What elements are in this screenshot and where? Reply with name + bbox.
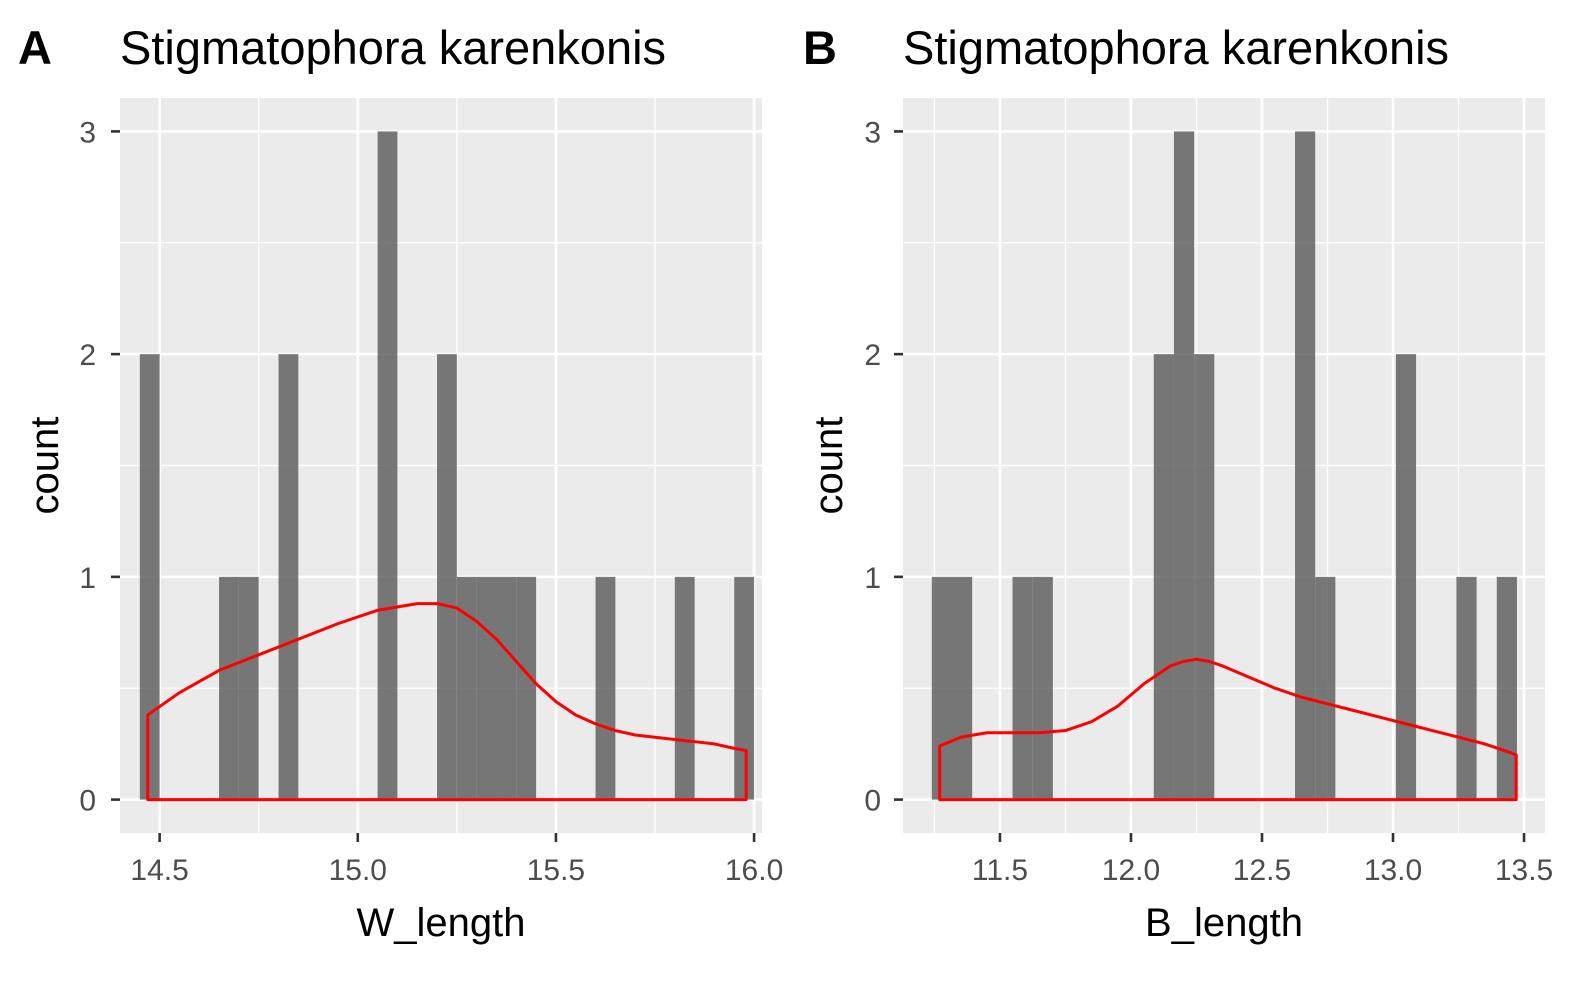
histogram-bar bbox=[437, 354, 457, 800]
density-curve bbox=[938, 657, 1518, 802]
y-axis-title: count bbox=[23, 417, 67, 515]
histogram-bar bbox=[1456, 576, 1477, 800]
y-tick-label: 3 bbox=[864, 116, 881, 149]
x-tick-label: 16.0 bbox=[725, 854, 783, 887]
density-curve bbox=[146, 602, 748, 802]
histogram-bar bbox=[219, 576, 239, 800]
histogram-bar bbox=[496, 576, 517, 800]
histogram-bar bbox=[931, 576, 953, 800]
histogram-bar bbox=[278, 354, 299, 800]
x-tick-label: 13.5 bbox=[1495, 854, 1553, 887]
histogram-bar bbox=[377, 131, 398, 800]
panel-label: B bbox=[803, 21, 837, 74]
histogram-bar bbox=[516, 576, 537, 800]
x-axis-title: W_length bbox=[357, 901, 526, 945]
y-tick-label: 0 bbox=[864, 785, 881, 818]
y-tick-label: 1 bbox=[864, 562, 881, 595]
chart-title: Stigmatophora karenkonis bbox=[120, 21, 666, 74]
histogram-bar bbox=[1395, 354, 1417, 800]
panel-label: A bbox=[18, 21, 52, 74]
histogram-bar bbox=[674, 576, 695, 800]
y-tick-label: 1 bbox=[79, 562, 96, 595]
chart-title: Stigmatophora karenkonis bbox=[903, 21, 1449, 74]
histogram-bar bbox=[595, 576, 616, 800]
y-tick-label: 3 bbox=[79, 116, 96, 149]
x-tick-label: 15.0 bbox=[329, 854, 387, 887]
y-tick-label: 0 bbox=[79, 785, 96, 818]
histogram-bar bbox=[734, 576, 755, 800]
histogram-bar bbox=[1032, 576, 1053, 800]
histogram-bar bbox=[238, 576, 259, 800]
histogram-bar bbox=[952, 576, 973, 800]
y-tick-label: 2 bbox=[79, 339, 96, 372]
histogram-bar bbox=[139, 354, 160, 800]
histogram-bar bbox=[1496, 576, 1517, 800]
histogram-bar bbox=[1012, 576, 1033, 800]
histogram-bar bbox=[476, 576, 497, 800]
y-axis-title: count bbox=[807, 417, 851, 515]
histogram-bar bbox=[1194, 354, 1215, 800]
x-axis-title: B_length bbox=[1145, 901, 1303, 945]
y-tick-label: 2 bbox=[864, 339, 881, 372]
x-tick-label: 13.0 bbox=[1364, 854, 1422, 887]
panel-b: B Stigmatophora karenkonis 0 1 2 3 11.5 12.0 12.… bbox=[803, 21, 1553, 945]
histogram-bar bbox=[456, 576, 477, 800]
panel-a: A Stigmatophora karenkonis 0 1 2 3 14.5 15.0 15.… bbox=[18, 21, 783, 945]
x-tick-label: 15.5 bbox=[527, 854, 585, 887]
x-tick-label: 12.5 bbox=[1233, 854, 1291, 887]
histogram-bar bbox=[1153, 354, 1174, 800]
x-tick-label: 11.5 bbox=[972, 854, 1028, 887]
histogram-bar bbox=[1173, 131, 1195, 800]
histogram-bar bbox=[1315, 576, 1336, 800]
histogram-bar bbox=[1295, 131, 1316, 800]
x-tick-label: 12.0 bbox=[1102, 854, 1160, 887]
x-tick-label: 14.5 bbox=[130, 854, 188, 887]
